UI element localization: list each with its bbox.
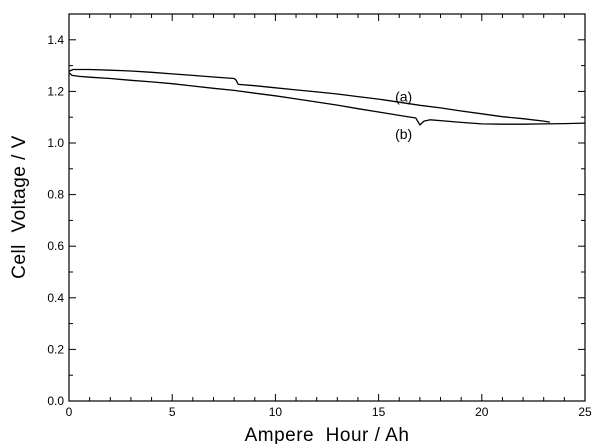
y-tick-label: 1.4 [47,33,64,47]
x-tick-label: 0 [66,405,73,419]
x-tick-label: 10 [269,405,283,419]
y-tick-label: 1.0 [47,136,64,150]
series-line-b [68,72,586,126]
y-tick-label: 1.2 [47,84,64,98]
y-tick-label: 0.6 [47,239,64,253]
series-label-a: (a) [395,89,412,105]
x-tick-label: 25 [578,405,592,419]
x-axis-title: Ampere Hour / Ah [245,425,410,444]
series-line-a [68,68,551,123]
plot-layer: 0.0 0.2 0.4 0.6 0.8 1.0 1.2 1.4 0 5 10 15 20 25 (a) (b) [47,13,592,419]
series-label-b: (b) [395,126,412,142]
y-tick-label: 0.2 [47,342,64,356]
y-tick-label: 0.8 [47,188,64,202]
plot-frame [68,13,586,402]
y-tick-label: 0.4 [47,291,64,305]
x-tick-label: 5 [169,405,176,419]
x-tick-label: 20 [475,405,489,419]
x-tick-label: 15 [372,405,386,419]
y-axis-title: Cell Voltage / V [9,135,30,279]
y-tick-label: 0.0 [47,394,64,408]
